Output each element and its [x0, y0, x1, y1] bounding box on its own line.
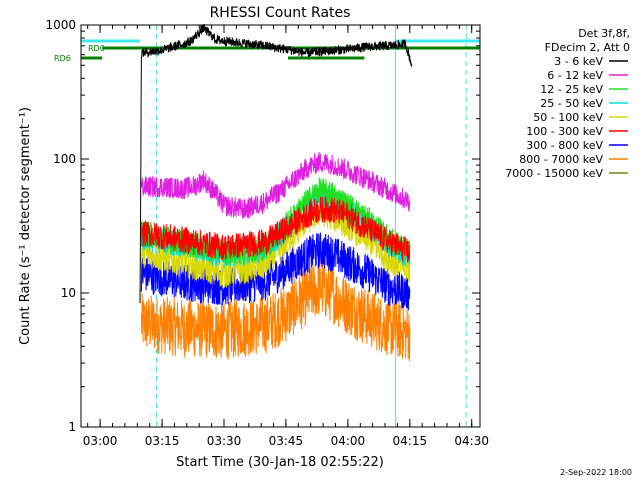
legend-header: Det 3f,8f,: [578, 27, 630, 40]
series-50-100-kev: [140, 199, 411, 288]
legend-label: 50 - 100 keV: [533, 111, 603, 124]
y-axis-label: Count Rate (s⁻¹ detector segment⁻¹): [18, 107, 33, 345]
series-100-300-kev: [140, 196, 411, 263]
legend-label: 25 - 50 keV: [540, 97, 603, 110]
legend-label: 3 - 6 keV: [554, 55, 603, 68]
axes: 1 10 100 1000 03:00 03:15 03:30 03:45 04:00 04:15…: [45, 18, 489, 448]
time-marker-lines: [80, 25, 467, 427]
x-tick-label: 03:15: [145, 434, 180, 448]
chart-title: RHESSI Count Rates: [210, 5, 351, 21]
legend-header: FDecim 2, Att 0: [545, 41, 630, 54]
x-axis-label: Start Time (30-Jan-18 02:55:22): [176, 455, 384, 470]
legend-label: 7000 - 15000 keV: [505, 167, 603, 180]
series-6-12-kev: [140, 151, 411, 219]
x-tick-label: 04:15: [393, 434, 428, 448]
legend-label: 100 - 300 keV: [526, 125, 603, 138]
y-tick-label: 10: [61, 286, 76, 300]
x-tick-label: 03:00: [83, 434, 118, 448]
x-tick-label: 04:00: [331, 434, 366, 448]
x-tick-label: 03:45: [269, 434, 304, 448]
legend-label: 300 - 800 keV: [526, 139, 603, 152]
series-300-800-kev: [140, 232, 411, 311]
y-tick-label: 1: [68, 420, 76, 434]
annotation-rd6: RD6: [54, 54, 71, 63]
y-tick-label: 100: [53, 152, 76, 166]
legend-label: 6 - 12 keV: [547, 69, 603, 82]
annotation-rd0: RD0: [88, 44, 105, 53]
footer-date: 2-Sep-2022 18:00: [560, 468, 632, 477]
series-800-7000-kev: [140, 262, 411, 362]
plot-frame: [80, 24, 481, 428]
y-tick-label: 1000: [45, 18, 76, 32]
legend-label: 800 - 7000 keV: [519, 153, 603, 166]
data-series: [139, 23, 413, 362]
x-tick-label: 03:30: [207, 434, 242, 448]
legend-label: 12 - 25 keV: [540, 83, 603, 96]
x-tick-label: 04:30: [454, 434, 489, 448]
series-3-6-kev: [139, 23, 413, 304]
